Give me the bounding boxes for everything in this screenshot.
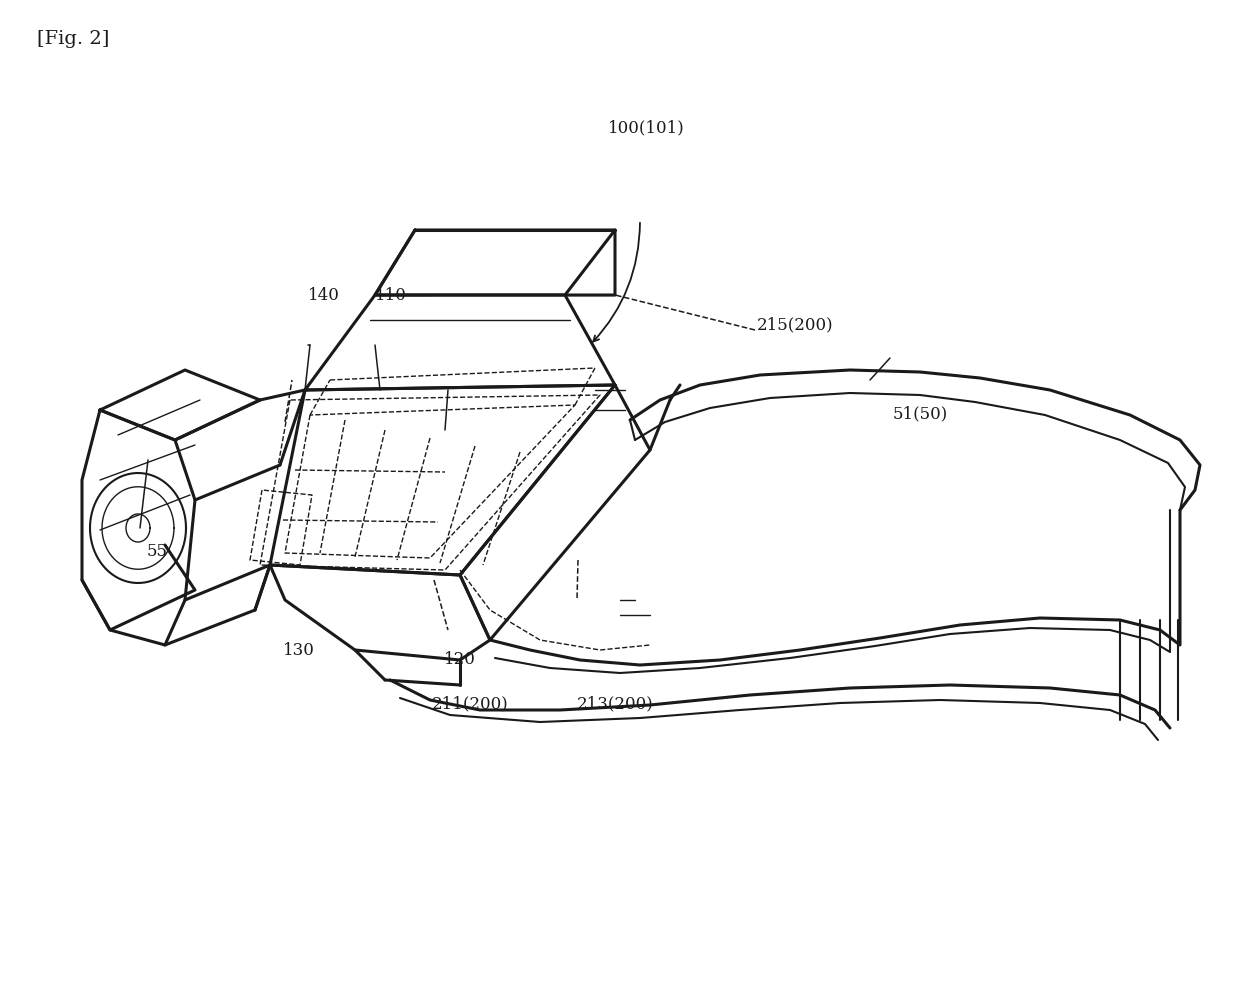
Text: 211(200): 211(200) [432, 695, 508, 713]
Text: 215(200): 215(200) [756, 316, 833, 334]
Text: 213(200): 213(200) [577, 695, 653, 713]
Text: [Fig. 2]: [Fig. 2] [37, 31, 109, 48]
Text: 130: 130 [283, 641, 315, 659]
Text: 51(50): 51(50) [893, 405, 949, 423]
Text: 140: 140 [308, 287, 340, 304]
Text: 55: 55 [146, 543, 167, 560]
Text: 120: 120 [444, 651, 476, 669]
Text: 100(101): 100(101) [608, 119, 684, 137]
Text: 110: 110 [374, 287, 407, 304]
